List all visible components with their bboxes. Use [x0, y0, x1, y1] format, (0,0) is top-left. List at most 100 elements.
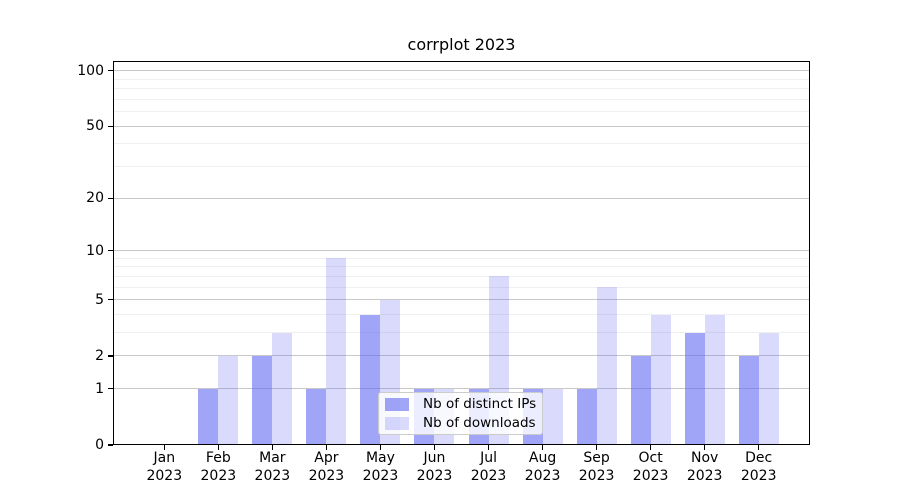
legend-swatch-downloads	[385, 416, 409, 430]
y-tick-mark	[108, 355, 113, 357]
x-tick-mark	[650, 445, 652, 450]
bar-distinct-ips-mar	[252, 355, 273, 445]
plot-area: Nb of distinct IPs Nb of downloads	[113, 61, 810, 445]
x-tick-year: 2023	[578, 467, 615, 484]
x-tick-label-feb: Feb 2023	[186, 450, 250, 485]
gridline-minor	[113, 78, 810, 80]
x-tick-year: 2023	[740, 467, 777, 484]
x-tick-label-jan: Jan 2023	[132, 450, 196, 485]
y-tick-label: 20	[86, 190, 104, 207]
plot-frame	[113, 61, 810, 445]
x-tick-label-nov: Nov 2023	[673, 450, 737, 485]
y-tick-label: 0	[95, 437, 104, 453]
x-tick-label-aug: Aug 2023	[511, 450, 575, 485]
legend-label-distinct-ips: Nb of distinct IPs	[423, 396, 537, 412]
x-tick-mark	[541, 445, 544, 450]
x-tick-month: Feb	[205, 450, 231, 466]
bar-downloads-mar	[272, 332, 293, 445]
y-tick-mark	[108, 388, 113, 390]
x-tick-month: Mar	[259, 450, 286, 466]
bar-downloads-apr	[326, 258, 347, 445]
bar-downloads-oct	[650, 314, 671, 445]
x-tick-mark	[217, 445, 219, 450]
y-tick-label: 2	[95, 347, 104, 364]
bar-downloads-feb	[218, 355, 239, 445]
x-tick-year: 2023	[686, 467, 723, 484]
bar-downloads-dec	[758, 332, 779, 445]
x-tick-label-may: May 2023	[348, 450, 412, 485]
x-tick-label-oct: Oct 2023	[619, 450, 683, 485]
x-tick-mark	[271, 445, 273, 450]
x-tick-month: May	[365, 450, 395, 466]
y-tick-mark	[108, 444, 113, 446]
bar-distinct-ips-dec	[738, 355, 759, 445]
gridline-minor	[113, 332, 810, 334]
x-tick-label-mar: Mar 2023	[240, 450, 304, 485]
x-tick-month: Oct	[638, 450, 663, 466]
gridline-minor	[113, 166, 810, 168]
x-tick-mark	[325, 445, 327, 450]
y-tick-label: 100	[77, 62, 104, 79]
x-tick-year: 2023	[200, 467, 237, 484]
y-tick-mark	[108, 125, 113, 127]
gridline-minor	[113, 266, 810, 268]
bar-distinct-ips-nov	[684, 332, 705, 445]
gridline-minor	[113, 275, 810, 277]
gridline-minor	[113, 314, 810, 315]
x-tick-label-jul: Jul 2023	[457, 450, 521, 485]
legend: Nb of distinct IPs Nb of downloads	[378, 392, 543, 435]
x-tick-month: Jun	[423, 450, 446, 466]
y-tick-mark	[108, 70, 113, 72]
x-tick-year: 2023	[416, 467, 453, 484]
gridline-minor	[113, 98, 810, 100]
gridline-minor	[113, 111, 810, 113]
bar-distinct-ips-may	[360, 314, 381, 445]
x-tick-mark	[758, 445, 760, 450]
bar-downloads-aug	[542, 388, 563, 445]
gridline-major	[113, 125, 810, 127]
gridline-major	[113, 388, 810, 390]
legend-swatch-distinct-ips	[385, 397, 409, 411]
bar-distinct-ips-feb	[198, 388, 219, 445]
bar-distinct-ips-oct	[630, 355, 651, 445]
gridline-major	[113, 70, 810, 72]
bar-downloads-nov	[704, 314, 725, 445]
gridline-minor	[113, 88, 810, 90]
x-tick-label-sep: Sep 2023	[565, 450, 629, 485]
x-tick-year: 2023	[254, 467, 291, 484]
legend-item-distinct-ips: Nb of distinct IPs	[385, 396, 542, 412]
y-tick-mark	[108, 249, 113, 252]
x-tick-mark	[595, 445, 598, 450]
x-tick-mark	[704, 445, 706, 450]
gridline-major	[113, 355, 810, 357]
x-tick-month: Dec	[745, 450, 773, 466]
chart-title: corrplot 2023	[407, 35, 516, 54]
y-tick-label: 5	[95, 291, 104, 308]
y-tick-mark	[108, 299, 113, 301]
x-tick-label-apr: Apr 2023	[294, 450, 358, 485]
x-tick-month: Jan	[153, 450, 176, 466]
gridline-minor	[113, 143, 810, 145]
bar-distinct-ips-sep	[576, 388, 597, 445]
gridline-major	[113, 197, 810, 199]
x-tick-month: Apr	[314, 450, 339, 466]
x-tick-year: 2023	[146, 467, 183, 484]
x-tick-mark	[487, 445, 490, 450]
bar-downloads-sep	[596, 287, 617, 445]
x-tick-mark	[433, 445, 436, 450]
x-tick-year: 2023	[524, 467, 561, 484]
bar-distinct-ips-apr	[306, 388, 327, 445]
x-tick-label-jun: Jun 2023	[402, 450, 466, 485]
x-tick-month: Nov	[690, 450, 719, 466]
gridline-major	[113, 299, 810, 301]
x-tick-mark	[379, 445, 382, 450]
gridline-minor	[113, 257, 810, 259]
y-tick-label: 1	[95, 380, 104, 397]
x-tick-year: 2023	[632, 467, 669, 484]
gridlines-layer	[113, 61, 810, 445]
y-tick-label: 10	[86, 242, 104, 259]
x-tick-year: 2023	[308, 467, 345, 484]
gridline-major	[113, 250, 810, 252]
x-tick-month: Sep	[583, 450, 610, 466]
